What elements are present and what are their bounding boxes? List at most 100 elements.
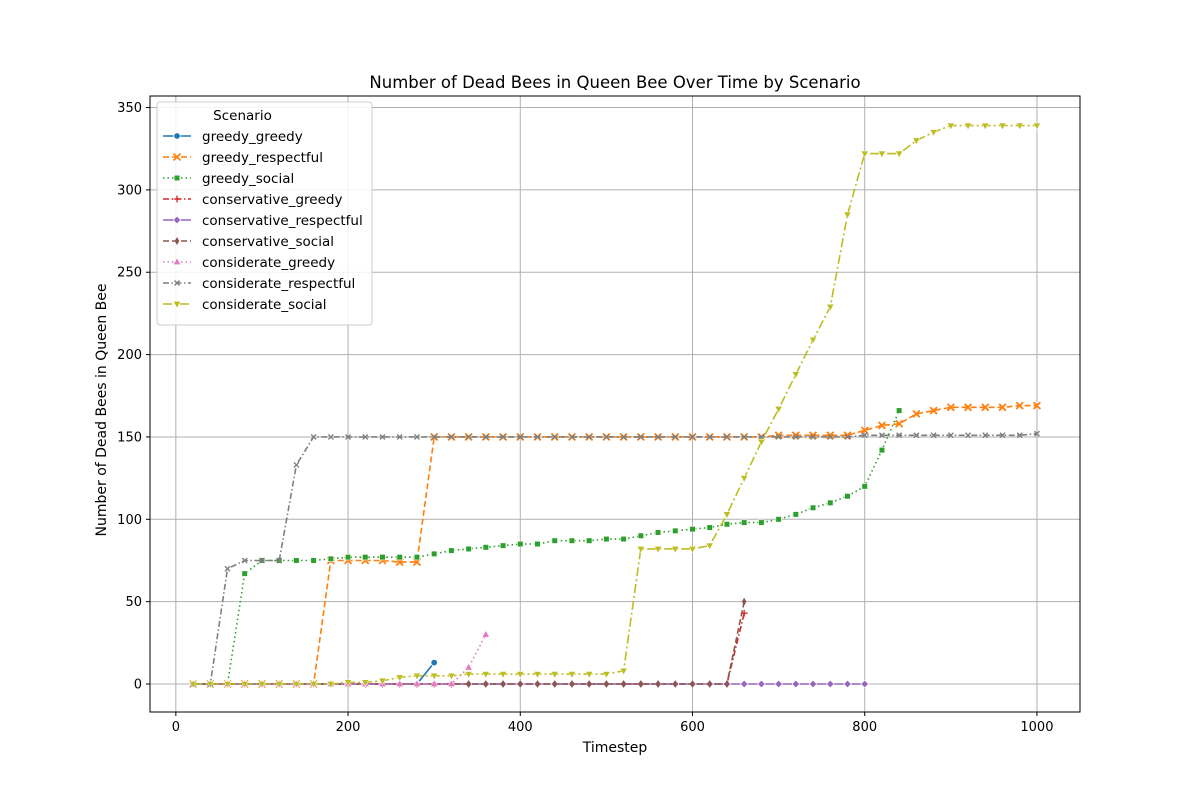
data-point (964, 403, 973, 412)
data-point (534, 540, 541, 548)
data-point (808, 679, 818, 689)
data-point (843, 211, 852, 220)
data-point (844, 433, 851, 440)
legend-item-considerate-social: considerate_social (163, 297, 327, 313)
data-point (896, 432, 903, 439)
legend: Scenario greedy_greedy greedy_respectfulg… (156, 101, 373, 326)
data-point (912, 137, 921, 145)
chart-title: Number of Dead Bees in Queen Bee Over Ti… (369, 73, 860, 92)
data-point (361, 679, 370, 687)
data-point (860, 150, 869, 159)
y-tick-label: 50 (125, 595, 142, 610)
data-point (826, 431, 835, 440)
data-point (877, 150, 886, 159)
legend-item-greedy-greedy: greedy_greedy (163, 129, 303, 145)
data-point (535, 679, 540, 689)
data-point (517, 433, 524, 440)
data-point (723, 433, 730, 440)
data-point (500, 679, 506, 689)
data-point (552, 679, 558, 689)
data-point (758, 519, 765, 526)
legend-item-conservative-social: conservative_social (163, 234, 334, 250)
data-point (654, 546, 663, 554)
data-point (481, 671, 490, 679)
data-point (878, 432, 885, 439)
data-point (861, 483, 868, 490)
legend-label: considerate_greedy (202, 255, 335, 271)
data-point (929, 129, 938, 137)
data-point (843, 431, 852, 440)
data-point (603, 535, 610, 543)
data-point (999, 432, 1006, 439)
data-point (603, 433, 610, 440)
data-point (550, 671, 559, 679)
data-point (775, 433, 782, 440)
data-point (293, 557, 300, 564)
data-point (586, 679, 592, 689)
data-point (620, 535, 627, 543)
data-point (482, 433, 489, 440)
data-point (637, 532, 644, 539)
data-point (672, 679, 678, 689)
legend-swatch-marker (173, 195, 181, 203)
data-point (586, 433, 593, 440)
data-point (809, 504, 817, 511)
data-point (981, 403, 990, 412)
legend-swatch-marker (172, 152, 182, 162)
data-point (483, 679, 489, 689)
y-axis-title: Number of Dead Bees in Queen Bee (94, 283, 110, 536)
data-point (482, 544, 489, 551)
data-point (379, 433, 386, 440)
data-point (448, 547, 455, 554)
data-point (362, 554, 369, 561)
data-point (1015, 401, 1024, 410)
data-point (982, 432, 989, 439)
data-point (430, 658, 438, 667)
legend-label: greedy_greedy (202, 129, 303, 145)
data-point (946, 403, 955, 412)
data-point (189, 681, 198, 689)
data-point (689, 526, 696, 533)
data-point (638, 679, 644, 689)
data-point (586, 537, 593, 544)
data-point (1032, 401, 1041, 410)
data-point (378, 677, 387, 686)
data-point (241, 570, 248, 577)
x-tick-label: 400 (508, 720, 533, 735)
data-point (568, 433, 575, 440)
data-point (276, 557, 283, 564)
data-point (327, 555, 334, 562)
legend-item-considerate-respectful: considerate_respectful (163, 276, 355, 292)
data-point (672, 527, 679, 534)
data-point (551, 537, 558, 544)
data-point (844, 493, 851, 500)
data-point (499, 542, 507, 549)
plot-frame (149, 95, 1081, 713)
legend-box (156, 101, 373, 326)
data-point (895, 150, 904, 159)
legend-swatch-marker (172, 215, 182, 225)
data-point (517, 540, 524, 548)
x-tick-label: 600 (680, 720, 705, 735)
data-point (707, 679, 713, 689)
data-point (877, 421, 886, 430)
data-point (981, 122, 990, 131)
legend-swatch-marker (173, 132, 181, 140)
data-point (895, 419, 904, 428)
legend-swatch-marker (172, 257, 182, 265)
data-point (413, 554, 421, 561)
data-point (533, 671, 542, 679)
data-point (998, 403, 1007, 412)
legend-label: considerate_respectful (202, 276, 355, 292)
legend-item-greedy-social: greedy_social (163, 171, 294, 187)
data-point (705, 542, 714, 551)
data-point (257, 681, 266, 689)
data-point (826, 303, 835, 312)
data-point (568, 537, 576, 544)
data-point (395, 674, 404, 682)
data-point (861, 432, 868, 439)
data-point (827, 433, 834, 440)
data-point (706, 433, 713, 440)
data-point (275, 681, 284, 689)
data-point (1015, 122, 1024, 131)
